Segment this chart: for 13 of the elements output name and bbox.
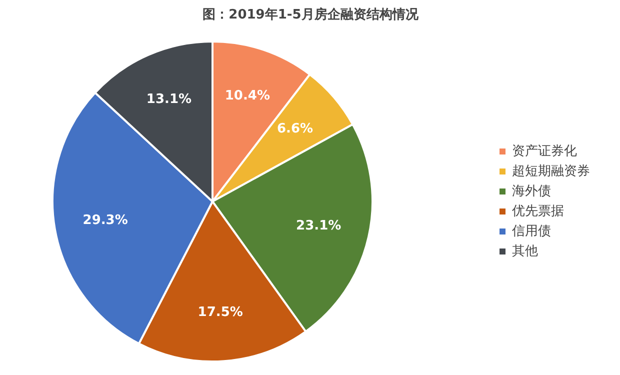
- legend-label: 其他: [512, 243, 538, 260]
- legend-label: 海外债: [512, 183, 551, 200]
- data-label: 13.1%: [146, 92, 192, 107]
- data-label: 29.3%: [82, 213, 128, 228]
- data-label: 17.5%: [198, 305, 243, 320]
- chart-title: 图：2019年1-5月房企融资结构情况: [202, 6, 420, 22]
- legend-label: 资产证券化: [512, 143, 577, 160]
- data-label: 23.1%: [296, 218, 342, 234]
- data-label: 10.4%: [224, 88, 270, 104]
- legend-label: 优先票据: [512, 203, 564, 220]
- legend-label: 超短期融资券: [512, 163, 590, 180]
- data-label: 6.6%: [276, 121, 314, 136]
- legend-label: 信用债: [512, 223, 551, 240]
